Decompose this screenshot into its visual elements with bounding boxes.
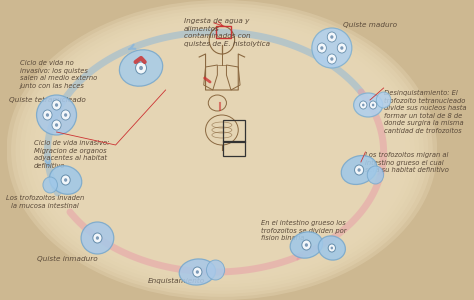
Ellipse shape xyxy=(179,259,216,285)
Circle shape xyxy=(55,103,58,107)
Circle shape xyxy=(55,123,58,127)
Circle shape xyxy=(52,120,61,130)
Circle shape xyxy=(330,57,333,61)
Ellipse shape xyxy=(341,155,377,184)
Ellipse shape xyxy=(56,34,388,266)
Circle shape xyxy=(43,110,52,120)
Ellipse shape xyxy=(47,28,397,272)
Circle shape xyxy=(64,178,67,182)
Text: Quiste inmaduro: Quiste inmaduro xyxy=(37,256,98,262)
Circle shape xyxy=(93,233,102,243)
Circle shape xyxy=(362,103,365,106)
Circle shape xyxy=(196,270,199,274)
Text: Ciclo de vida no
invasivo: los quistes
salen al medio externo
junto con las hece: Ciclo de vida no invasivo: los quistes s… xyxy=(20,60,98,89)
Circle shape xyxy=(139,66,143,70)
Circle shape xyxy=(207,260,225,280)
Text: Enquistamiento: Enquistamiento xyxy=(148,278,205,284)
Ellipse shape xyxy=(25,13,419,287)
Ellipse shape xyxy=(69,44,374,256)
Circle shape xyxy=(193,267,202,277)
Circle shape xyxy=(136,62,146,74)
Ellipse shape xyxy=(43,25,401,275)
Circle shape xyxy=(317,43,327,53)
Ellipse shape xyxy=(60,38,383,262)
Circle shape xyxy=(360,101,367,109)
Ellipse shape xyxy=(38,22,406,278)
Text: Desinquistamiento: El
trofozoito tetranucleado
divide sus nucleos hasta
formar u: Desinquistamiento: El trofozoito tetranu… xyxy=(383,90,466,134)
Ellipse shape xyxy=(312,28,352,68)
Circle shape xyxy=(96,236,99,240)
Ellipse shape xyxy=(354,93,383,117)
Ellipse shape xyxy=(87,56,356,244)
Circle shape xyxy=(340,46,344,50)
Circle shape xyxy=(327,32,337,42)
Circle shape xyxy=(327,54,337,64)
Circle shape xyxy=(64,113,67,117)
Ellipse shape xyxy=(92,59,352,241)
Circle shape xyxy=(357,168,361,172)
Ellipse shape xyxy=(318,236,346,260)
Circle shape xyxy=(367,166,383,184)
Circle shape xyxy=(355,165,364,175)
Ellipse shape xyxy=(74,47,370,253)
Text: Quiste maduro: Quiste maduro xyxy=(343,22,397,28)
Text: En el intestino grueso los
trofozoitos se dividen por
fision binaria: En el intestino grueso los trofozoitos s… xyxy=(261,220,346,241)
Text: Los trofozoitos migran al
intestino grueso el cual
sera su habitat definitivo: Los trofozoitos migran al intestino grue… xyxy=(365,152,449,173)
Circle shape xyxy=(372,103,374,106)
Ellipse shape xyxy=(49,166,82,194)
Circle shape xyxy=(302,240,311,250)
Ellipse shape xyxy=(34,19,410,281)
Ellipse shape xyxy=(290,232,323,258)
Ellipse shape xyxy=(119,50,163,86)
Circle shape xyxy=(46,113,49,117)
Ellipse shape xyxy=(81,222,114,254)
Ellipse shape xyxy=(65,40,379,260)
Ellipse shape xyxy=(29,16,415,284)
Text: Ciclo de vida invasivo:
Migracion de organos
adyacentes al habitat
definitivo: Ciclo de vida invasivo: Migracion de org… xyxy=(34,140,109,169)
Ellipse shape xyxy=(36,95,76,135)
Circle shape xyxy=(328,244,336,252)
Circle shape xyxy=(330,35,333,39)
Text: Quiste tetranucleado: Quiste tetranucleado xyxy=(9,97,86,103)
Circle shape xyxy=(376,92,391,108)
Ellipse shape xyxy=(20,9,424,291)
Circle shape xyxy=(61,110,70,120)
Circle shape xyxy=(369,101,377,109)
Circle shape xyxy=(320,46,323,50)
Ellipse shape xyxy=(16,6,428,294)
Text: Los trofozoitos invaden
la mucosa intestinal: Los trofozoitos invaden la mucosa intest… xyxy=(6,195,84,208)
Circle shape xyxy=(330,247,333,249)
Circle shape xyxy=(52,100,61,110)
Ellipse shape xyxy=(96,62,347,238)
Circle shape xyxy=(61,175,70,185)
Ellipse shape xyxy=(7,0,437,300)
Ellipse shape xyxy=(78,50,365,250)
Ellipse shape xyxy=(52,31,392,269)
Circle shape xyxy=(43,177,57,193)
Ellipse shape xyxy=(83,53,361,247)
Text: Ingesta de agua y
alimentos
contaminados con
quistes de E. histolytica: Ingesta de agua y alimentos contaminados… xyxy=(184,18,270,47)
Ellipse shape xyxy=(11,3,433,297)
Circle shape xyxy=(337,43,346,53)
Circle shape xyxy=(305,243,308,247)
